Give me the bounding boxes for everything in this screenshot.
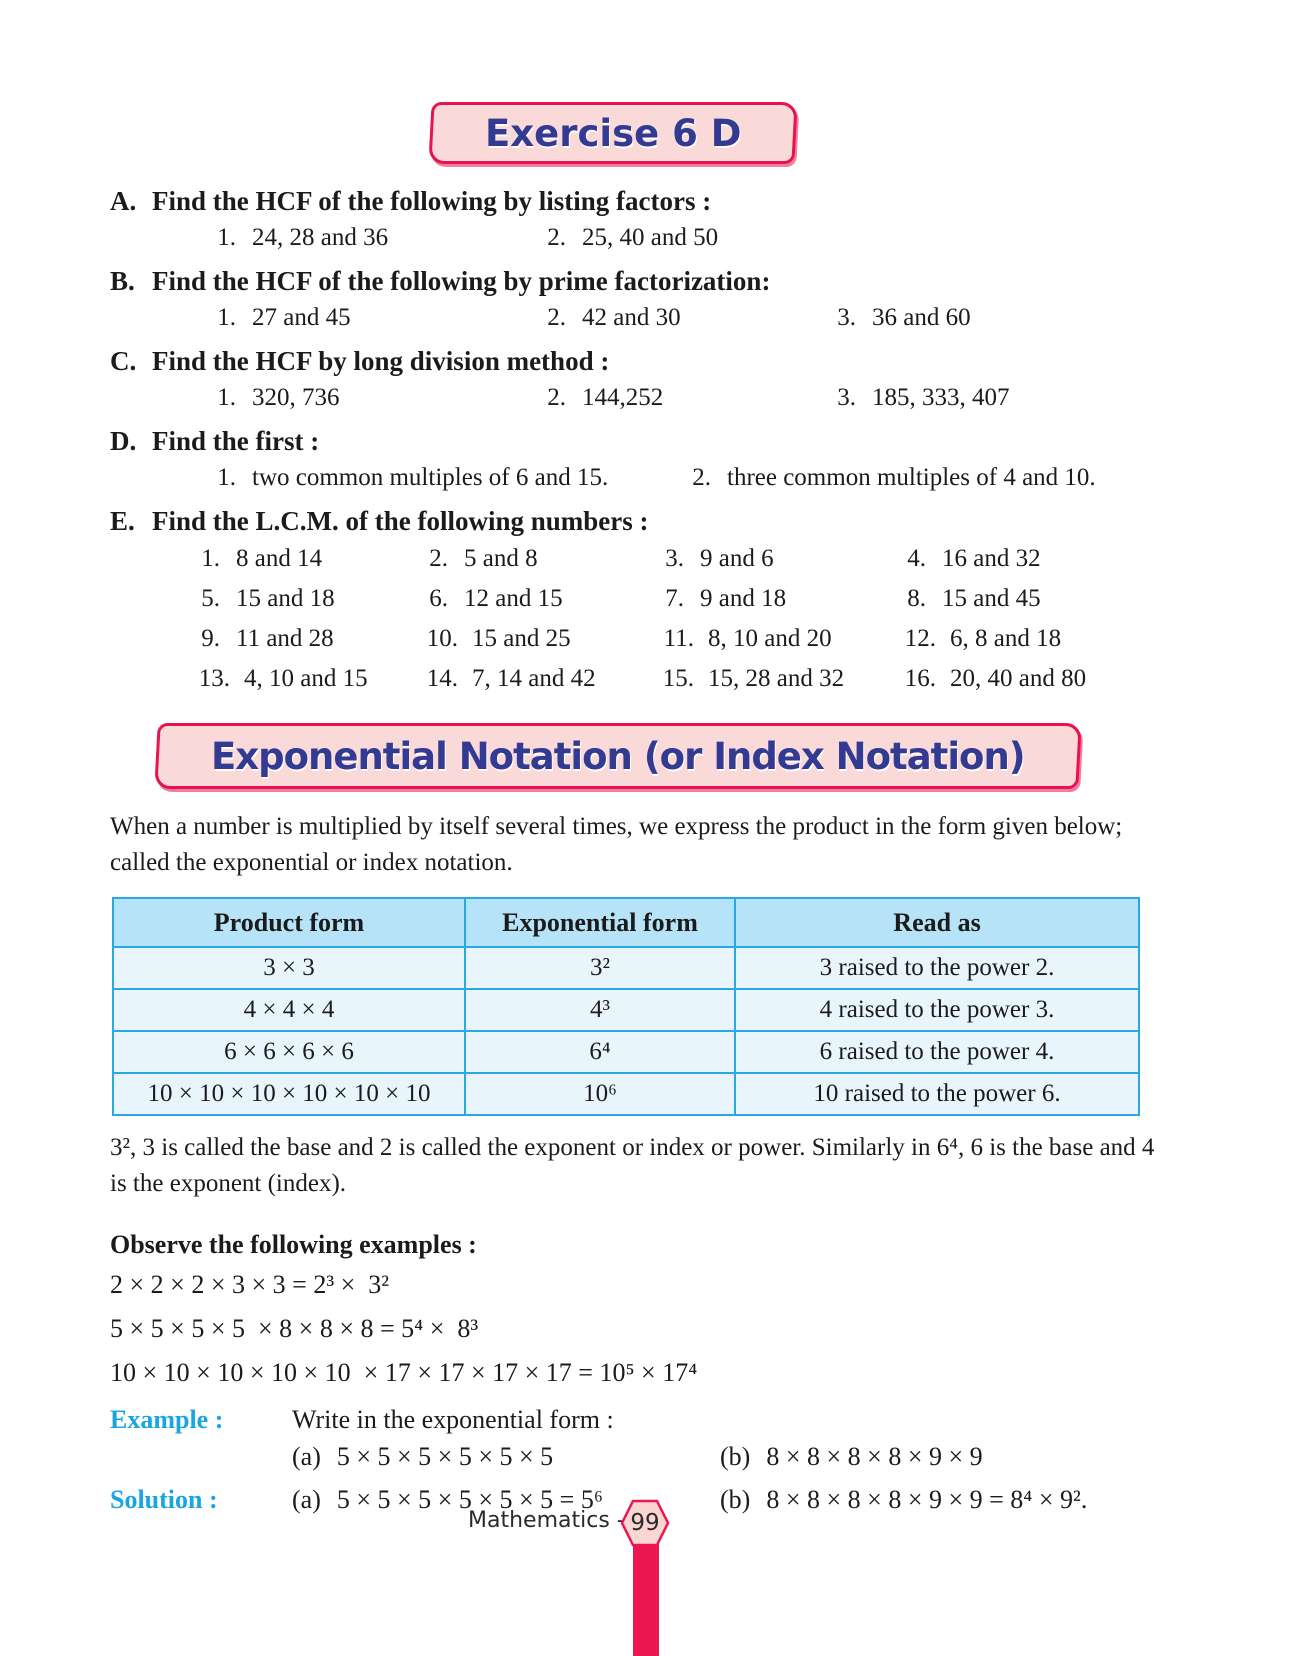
exercise-item: 2. three common multiples of 4 and 10. bbox=[692, 464, 1096, 491]
section-c-heading: C. Find the HCF by long division method … bbox=[110, 344, 1196, 378]
exercise-item: 14. 7, 14 and 42 bbox=[426, 665, 596, 692]
section-title: Find the HCF of the following by listing… bbox=[152, 186, 712, 216]
table-row: 10 × 10 × 10 × 10 × 10 × 10 10⁶ 10 raise… bbox=[112, 1072, 1140, 1116]
solution-label: Solution : bbox=[110, 1485, 218, 1514]
exercise-item: 2. 25, 40 and 50 bbox=[547, 224, 719, 251]
table-cell: 3 raised to the power 2. bbox=[734, 946, 1140, 990]
exercise-item: 2. 144,252 bbox=[547, 384, 664, 411]
section-c-items: 1. 320, 736 2. 144,252 3. 185, 333, 407 bbox=[200, 381, 1196, 415]
exercise-item: 15. 15, 28 and 32 bbox=[662, 665, 845, 692]
observe-heading: Observe the following examples : bbox=[110, 1230, 477, 1259]
example-part: (a) 5 × 5 × 5 × 5 × 5 × 5 bbox=[292, 1442, 554, 1471]
section-label: A. bbox=[110, 186, 137, 216]
exercise-banner: Exercise 6 D bbox=[428, 102, 798, 164]
explain-paragraph: 3², 3 is called the base and 2 is called… bbox=[110, 1134, 1155, 1197]
math-line: 10 × 10 × 10 × 10 × 10 × 17 × 17 × 17 × … bbox=[110, 1358, 698, 1387]
section-a-heading: A. Find the HCF of the following by list… bbox=[110, 184, 1196, 218]
table-header-cell: Read as bbox=[734, 897, 1140, 948]
table-cell: 3² bbox=[464, 946, 736, 990]
section-title: Find the L.C.M. of the following numbers… bbox=[152, 506, 649, 536]
table-cell: 4³ bbox=[464, 988, 736, 1032]
exercise-item: 5. 15 and 18 bbox=[201, 585, 335, 612]
page-edge-bar bbox=[633, 1544, 659, 1656]
section-a-items: 1. 24, 28 and 36 2. 25, 40 and 50 bbox=[200, 221, 1196, 255]
example-part: (b) 8 × 8 × 8 × 8 × 9 × 9 bbox=[720, 1442, 983, 1471]
page-number: 99 bbox=[630, 1510, 660, 1536]
solution-parts: (a) 5 × 5 × 5 × 5 × 5 × 5 = 5⁶ (b) 8 × 8 ×… bbox=[292, 1481, 1087, 1519]
math-line: 5 × 5 × 5 × 5 × 8 × 8 × 8 = 5⁴ × 8³ bbox=[110, 1314, 479, 1343]
section-b-heading: B. Find the HCF of the following by prim… bbox=[110, 264, 1196, 298]
notation-banner: Exponential Notation (or Index Notation) bbox=[154, 723, 1082, 789]
table-row: 6 × 6 × 6 × 6 6⁴ 6 raised to the power 4… bbox=[112, 1030, 1140, 1074]
solution-part: (a) 5 × 5 × 5 × 5 × 5 × 5 = 5⁶ bbox=[292, 1485, 603, 1514]
table-cell: 4 × 4 × 4 bbox=[112, 988, 466, 1032]
section-title: Find the first : bbox=[152, 426, 320, 456]
section-label: C. bbox=[110, 346, 137, 376]
table-row: 3 × 3 3² 3 raised to the power 2. bbox=[112, 946, 1140, 990]
solution-part: (b) 8 × 8 × 8 × 8 × 9 × 9 = 8⁴ × 9². bbox=[720, 1485, 1088, 1514]
example-label: Example : bbox=[110, 1405, 224, 1434]
section-label: B. bbox=[110, 266, 135, 296]
exercise-item: 1. 24, 28 and 36 bbox=[217, 224, 389, 251]
exercise-item: 3. 9 and 6 bbox=[665, 545, 774, 572]
table-cell: 6⁴ bbox=[464, 1030, 736, 1074]
notation-table: Product form Exponential form Read as 3 … bbox=[112, 897, 1140, 1116]
table-header-cell: Product form bbox=[112, 897, 466, 948]
exercise-item: 11. 8, 10 and 20 bbox=[663, 625, 832, 652]
table-cell: 4 raised to the power 3. bbox=[734, 988, 1140, 1032]
table-cell: 10 × 10 × 10 × 10 × 10 × 10 bbox=[112, 1072, 466, 1116]
solution-row: Solution : (a) 5 × 5 × 5 × 5 × 5 × 5 = 5⁶… bbox=[110, 1481, 1196, 1519]
section-b-items: 1. 27 and 45 2. 42 and 30 3. 36 and 60 bbox=[200, 301, 1196, 335]
footer-book-title: Mathematics - 5 bbox=[468, 1508, 646, 1533]
page-number-badge: 99 bbox=[620, 1498, 670, 1548]
exercise-item: 1. 320, 736 bbox=[217, 384, 340, 411]
section-title: Find the HCF of the following by prime f… bbox=[152, 266, 771, 296]
section-title: Find the HCF by long division method : bbox=[152, 346, 610, 376]
table-cell: 6 raised to the power 4. bbox=[734, 1030, 1140, 1074]
intro-paragraph: When a number is multiplied by itself se… bbox=[110, 813, 1123, 876]
exercise-item: 6. 12 and 15 bbox=[429, 585, 563, 612]
section-label: D. bbox=[110, 426, 137, 456]
exercise-item: 2. 5 and 8 bbox=[429, 545, 538, 572]
exercise-item: 10. 15 and 25 bbox=[426, 625, 571, 652]
exercise-item: 9. 11 and 28 bbox=[201, 625, 334, 652]
exercise-item: 3. 185, 333, 407 bbox=[837, 384, 1010, 411]
table-cell: 6 × 6 × 6 × 6 bbox=[112, 1030, 466, 1074]
example-prompt: Write in the exponential form : bbox=[292, 1405, 614, 1434]
section-d-heading: D. Find the first : bbox=[110, 424, 1196, 458]
section-d-items: 1. two common multiples of 6 and 15. 2. th… bbox=[200, 461, 1196, 495]
exercise-item: 12. 6, 8 and 18 bbox=[904, 625, 1062, 652]
section-label: E. bbox=[110, 506, 135, 536]
table-cell: 10 raised to the power 6. bbox=[734, 1072, 1140, 1116]
example-parts: (a) 5 × 5 × 5 × 5 × 5 × 5 (b) 8 × 8 × 8 × … bbox=[292, 1439, 1196, 1475]
hexagon-icon bbox=[620, 1499, 670, 1547]
example-row: Example : Write in the exponential form … bbox=[110, 1401, 1196, 1439]
exercise-item: 1. 8 and 14 bbox=[201, 545, 323, 572]
math-line: 2 × 2 × 2 × 3 × 3 = 2³ × 3² bbox=[110, 1270, 390, 1299]
exercise-item: 4. 16 and 32 bbox=[907, 545, 1041, 572]
table-header-cell: Exponential form bbox=[464, 897, 736, 948]
exercise-item: 13. 4, 10 and 15 bbox=[198, 665, 368, 692]
section-e-items: 1. 8 and 14 2. 5 and 8 3. 9 and 6 4. 16 and … bbox=[184, 542, 1196, 695]
section-e-heading: E. Find the L.C.M. of the following numb… bbox=[110, 504, 1196, 538]
exercise-item: 2. 42 and 30 bbox=[547, 304, 681, 331]
table-cell: 10⁶ bbox=[464, 1072, 736, 1116]
exercise-item: 16. 20, 40 and 80 bbox=[904, 665, 1087, 692]
exercise-title: Exercise 6 D bbox=[484, 111, 742, 155]
table-row: 4 × 4 × 4 4³ 4 raised to the power 3. bbox=[112, 988, 1140, 1032]
exercise-item: 1. two common multiples of 6 and 15. bbox=[217, 464, 609, 491]
notation-title: Exponential Notation (or Index Notation) bbox=[211, 734, 1025, 778]
table-cell: 3 × 3 bbox=[112, 946, 466, 990]
exercise-item: 8. 15 and 45 bbox=[907, 585, 1041, 612]
exercise-item: 1. 27 and 45 bbox=[217, 304, 351, 331]
exercise-item: 7. 9 and 18 bbox=[665, 585, 787, 612]
exercise-item: 3. 36 and 60 bbox=[837, 304, 971, 331]
